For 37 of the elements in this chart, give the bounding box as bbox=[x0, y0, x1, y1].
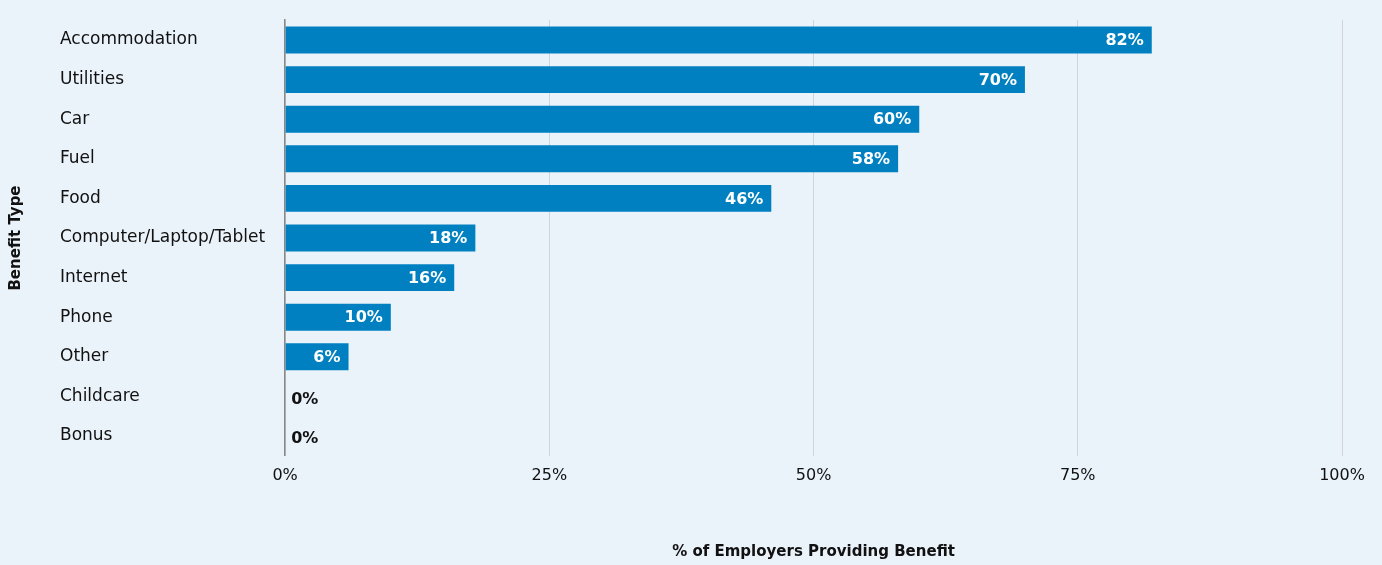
y-tick-label: Food bbox=[60, 186, 101, 207]
data-label: 18% bbox=[429, 228, 468, 248]
y-tick-label: Utilities bbox=[60, 68, 125, 89]
bar bbox=[285, 264, 455, 292]
y-tick-label: Accommodation bbox=[60, 28, 198, 49]
bar bbox=[285, 145, 899, 173]
x-tick-label: 50% bbox=[795, 464, 832, 484]
y-tick-label: Phone bbox=[60, 305, 113, 326]
data-label: 58% bbox=[851, 148, 891, 168]
y-tick-label: Fuel bbox=[60, 147, 95, 168]
data-label: 0% bbox=[291, 388, 319, 408]
y-tick-label: Car bbox=[60, 107, 90, 128]
y-tick-label: Childcare bbox=[60, 384, 140, 405]
data-label: 16% bbox=[407, 267, 447, 287]
bar bbox=[285, 105, 920, 133]
x-tick-label: 75% bbox=[1060, 464, 1096, 484]
bar bbox=[285, 303, 391, 331]
y-tick-label: Bonus bbox=[60, 424, 113, 445]
data-label: 6% bbox=[313, 346, 341, 366]
y-axis-title: Benefit Type bbox=[5, 185, 24, 291]
data-label: 60% bbox=[872, 109, 912, 129]
data-label: 70% bbox=[978, 69, 1017, 89]
data-label: 46% bbox=[724, 188, 764, 208]
y-tick-label: Other bbox=[60, 345, 109, 366]
x-tick-label: 100% bbox=[1319, 464, 1365, 484]
bar bbox=[285, 184, 772, 212]
bar bbox=[285, 224, 476, 252]
bar bbox=[285, 26, 1152, 54]
x-axis-title: % of Employers Providing Benefit bbox=[672, 541, 955, 560]
y-tick-label: Internet bbox=[60, 266, 128, 287]
data-label: 82% bbox=[1105, 30, 1144, 50]
data-label: 10% bbox=[344, 307, 383, 327]
x-tick-label: 25% bbox=[531, 464, 568, 484]
y-tick-label: Computer/Laptop/Tablet bbox=[60, 226, 266, 247]
data-label: 0% bbox=[291, 428, 319, 448]
bar bbox=[285, 66, 1025, 94]
x-tick-label: 0% bbox=[272, 464, 298, 484]
